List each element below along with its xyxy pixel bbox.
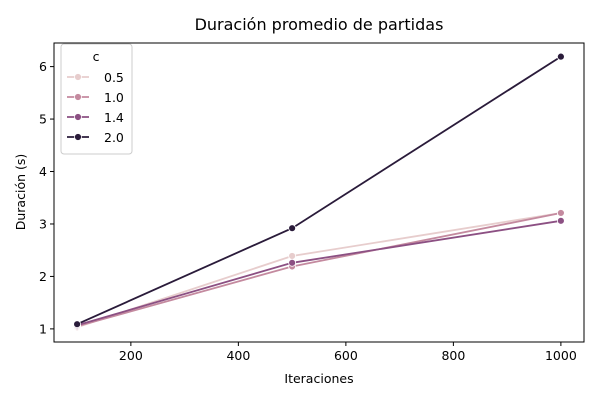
plot-frame (53, 42, 585, 343)
legend-marker-2.0 (74, 133, 82, 141)
y-tick-label: 4 (39, 164, 47, 179)
data-point-2.0 (556, 52, 565, 61)
data-point-1.0 (556, 209, 565, 217)
y-axis-ticks: 1 2 3 4 5 6 (39, 59, 54, 336)
data-point-1.4 (288, 258, 297, 267)
data-point-2.0 (73, 320, 82, 329)
data-point-2.0 (288, 224, 297, 233)
legend-marker-0.5 (74, 73, 82, 81)
series-line-1.0 (76, 212, 562, 328)
x-tick-label: 800 (441, 348, 465, 363)
data-point-0.5 (288, 252, 297, 260)
x-tick-label: 1000 (545, 348, 577, 363)
x-tick-label: 400 (226, 348, 250, 363)
legend-items: 0.5 1.0 1.4 2.0 (67, 70, 124, 145)
series-line-2.0 (76, 55, 562, 326)
series-markers (73, 52, 565, 332)
series-lines (76, 55, 562, 329)
y-tick-label: 5 (39, 112, 47, 127)
legend-label-2.0: 2.0 (104, 130, 124, 145)
series-line-0.5 (76, 212, 562, 329)
y-tick-label: 3 (39, 216, 47, 231)
y-axis-label: Duración (s) (13, 154, 28, 231)
data-point-1.4 (556, 216, 565, 225)
legend-label-0.5: 0.5 (104, 70, 124, 85)
y-tick-label: 6 (39, 59, 47, 74)
y-tick-label: 1 (39, 321, 47, 336)
x-tick-label: 200 (119, 348, 143, 363)
series-line-1.4 (76, 219, 562, 327)
legend-label-1.4: 1.4 (104, 110, 124, 125)
x-tick-label: 600 (334, 348, 358, 363)
chart-title: Duración promedio de partidas (195, 15, 444, 34)
legend-box (60, 43, 133, 155)
legend: c 0.5 1.0 1.4 2.0 (60, 43, 133, 155)
legend-marker-1.4 (74, 113, 82, 121)
x-axis-ticks: 200 400 600 800 1000 (119, 342, 577, 363)
y-tick-label: 2 (39, 269, 47, 284)
legend-marker-1.0 (74, 93, 82, 101)
legend-title: c (93, 49, 100, 64)
x-axis-label: Iteraciones (284, 371, 353, 386)
legend-label-1.0: 1.0 (104, 90, 124, 105)
